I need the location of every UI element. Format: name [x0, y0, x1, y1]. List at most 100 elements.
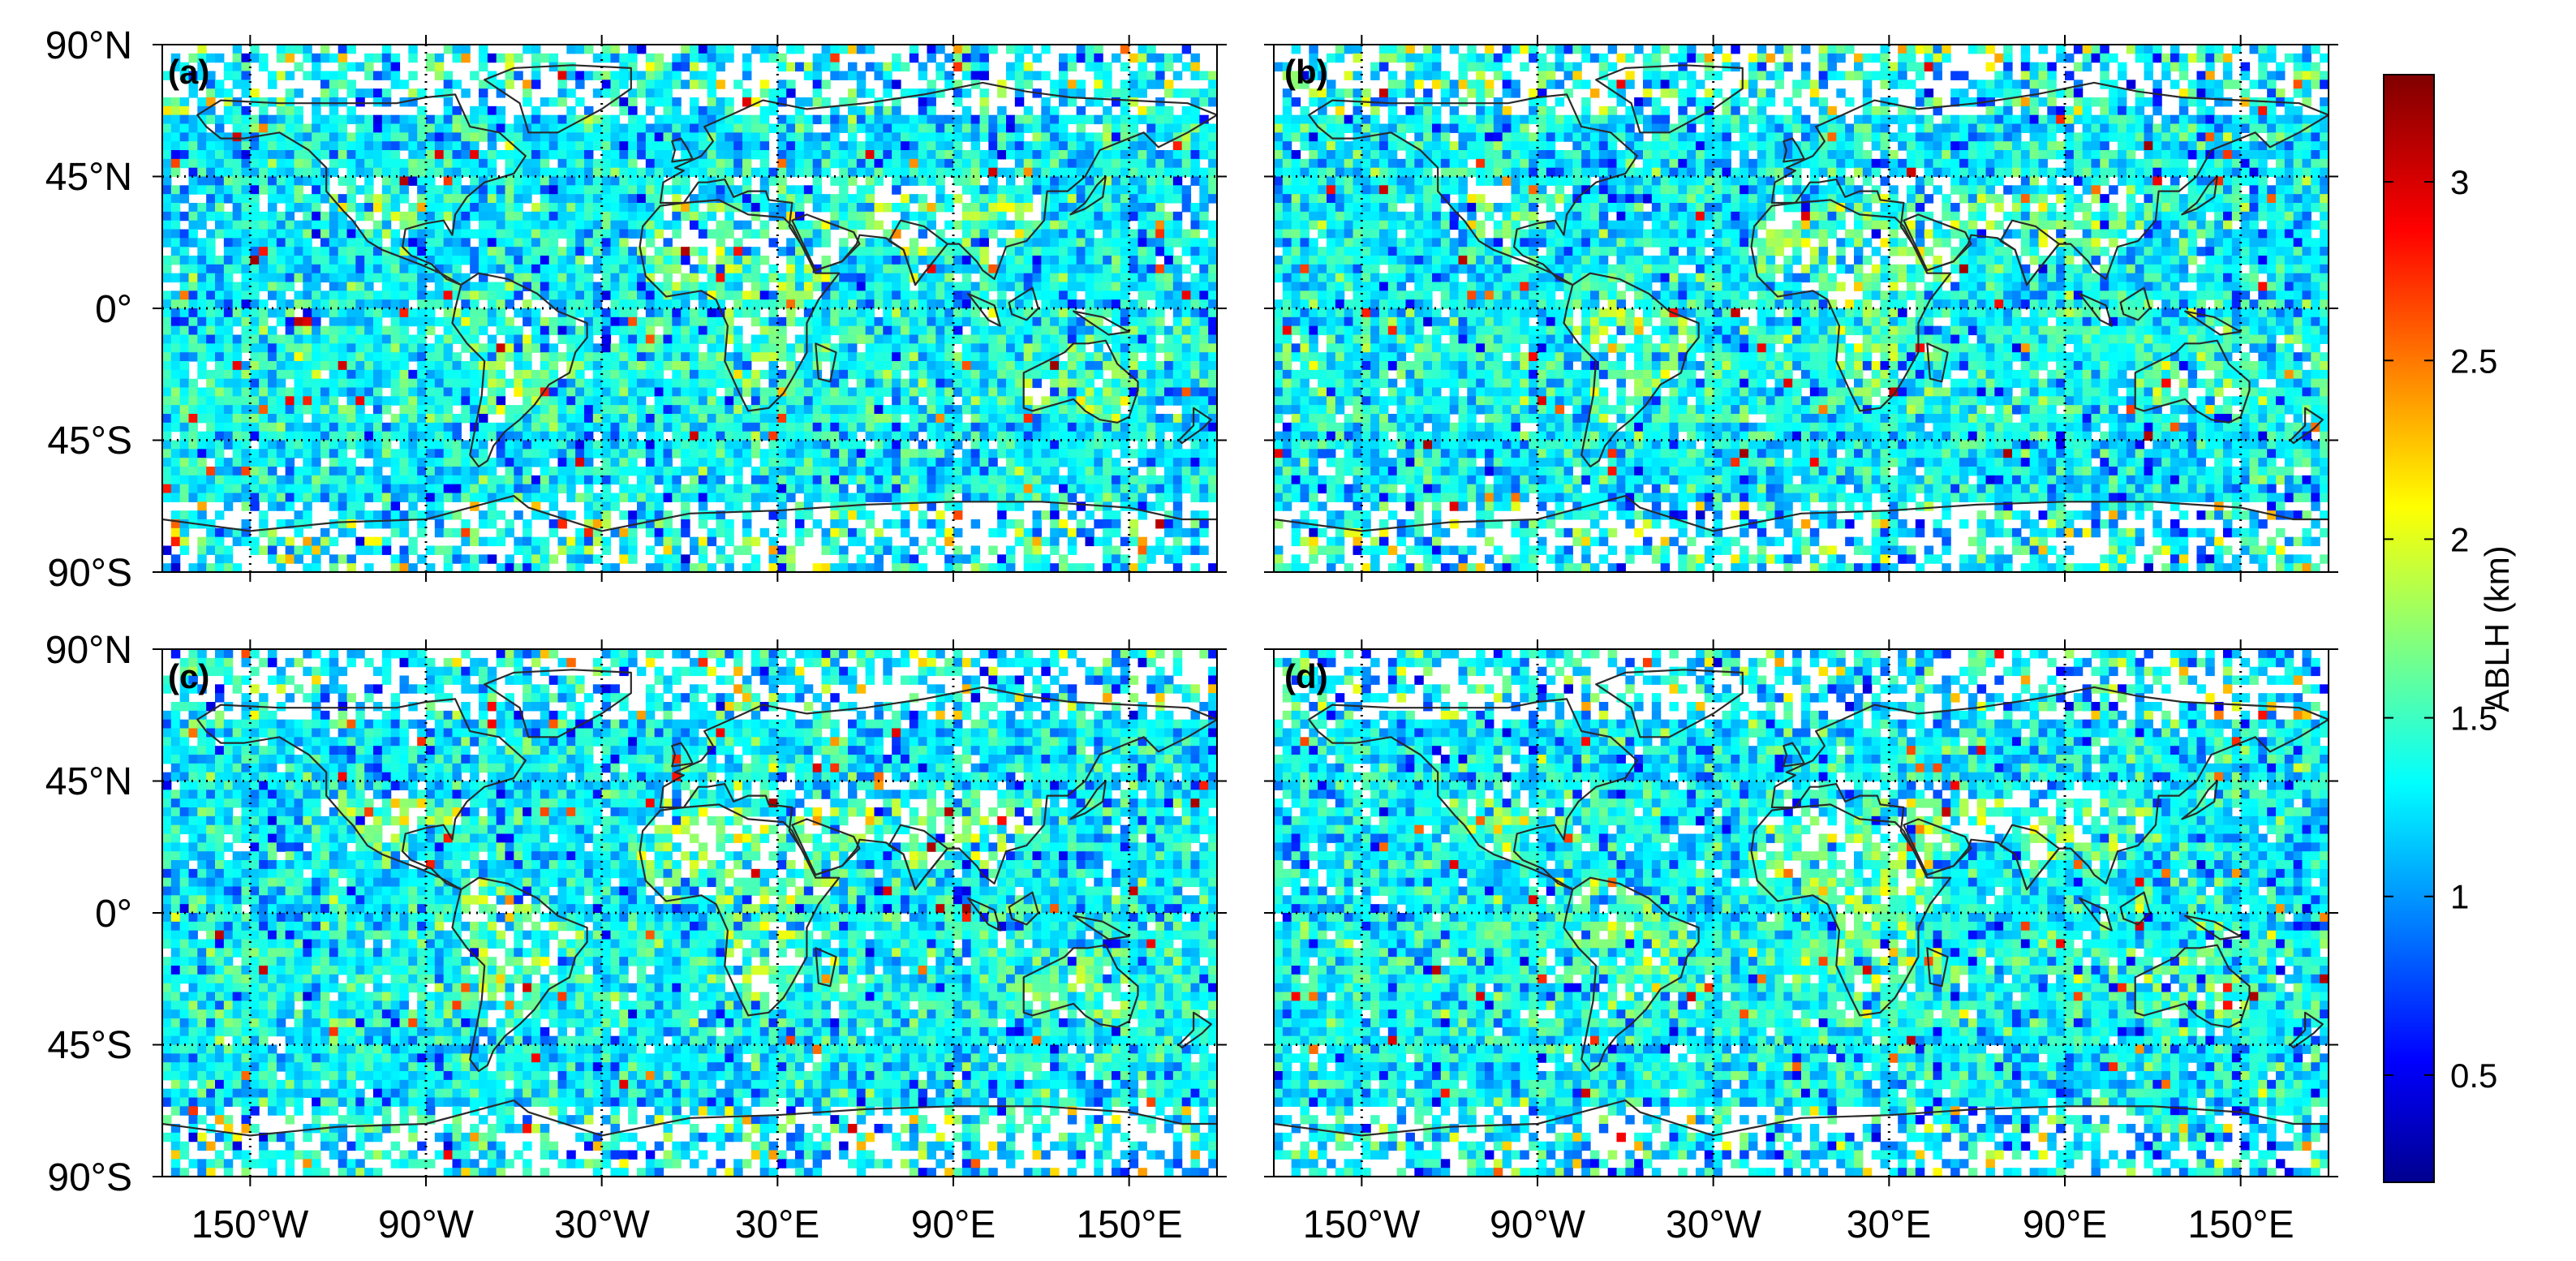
ablh-cell: [1023, 378, 1034, 389]
ablh-cell: [874, 361, 884, 371]
ablh-cell: [768, 105, 778, 116]
ablh-cell: [672, 264, 682, 274]
ablh-cell: [434, 387, 445, 397]
ablh-cell: [329, 378, 339, 389]
ablh-cell: [303, 220, 312, 230]
ablh-cell: [505, 132, 514, 142]
ablh-cell: [1190, 282, 1200, 291]
ablh-cell: [452, 467, 462, 476]
ablh-cell: [355, 211, 365, 222]
ablh-cell: [944, 114, 954, 125]
ablh-cell: [1164, 53, 1174, 63]
ablh-cell: [215, 273, 225, 283]
ablh-cell: [970, 229, 981, 239]
ablh-cell: [812, 467, 823, 476]
ablh-cell: [892, 431, 901, 441]
ablh-cell: [821, 238, 831, 247]
ablh-cell: [338, 387, 348, 397]
ablh-cell: [953, 414, 963, 424]
ablh-cell: [1103, 62, 1112, 72]
ablh-cell: [1006, 45, 1016, 54]
ablh-cell: [698, 220, 708, 230]
ablh-cell: [592, 194, 603, 204]
ablh-cell: [268, 80, 277, 89]
ablh-cell: [320, 264, 330, 274]
ablh-cell: [601, 422, 612, 433]
ablh-cell: [373, 467, 383, 476]
ablh-cell: [874, 396, 884, 406]
ablh-cell: [505, 141, 514, 151]
ablh-cell: [901, 264, 910, 274]
ablh-cell: [215, 467, 225, 476]
ablh-cell: [540, 405, 550, 415]
ablh-cell: [584, 343, 594, 353]
ablh-cell: [452, 440, 462, 450]
ablh-cell: [443, 105, 454, 116]
ablh-cell: [329, 343, 339, 353]
ablh-cell: [1155, 211, 1165, 222]
ablh-cell: [672, 316, 682, 327]
ablh-cell: [303, 316, 312, 327]
ablh-cell: [197, 185, 207, 195]
ablh-cell: [1172, 422, 1183, 433]
ablh-cell: [944, 396, 954, 406]
ablh-cell: [1041, 123, 1051, 133]
ablh-cell: [285, 220, 295, 230]
ablh-cell: [716, 97, 725, 107]
ablh-cell: [408, 414, 418, 424]
ablh-cell: [997, 150, 1007, 160]
ablh-cell: [733, 378, 743, 389]
ablh-cell: [610, 247, 620, 256]
ablh-cell: [294, 105, 303, 116]
ablh-cell: [320, 334, 330, 344]
ablh-cell: [1181, 449, 1192, 458]
ablh-cell: [197, 132, 207, 142]
ablh-cell: [1059, 97, 1069, 107]
ablh-cell: [250, 247, 260, 256]
ablh-cell: [1129, 361, 1139, 371]
ablh-cell: [452, 256, 462, 265]
ablh-cell: [883, 431, 892, 441]
ablh-cell: [909, 273, 919, 283]
ablh-cell: [1112, 247, 1121, 256]
ablh-cell: [628, 299, 638, 309]
ablh-cell: [901, 291, 910, 300]
ablh-cell: [637, 123, 647, 133]
ablh-cell: [892, 80, 901, 89]
ablh-cell: [681, 132, 690, 142]
ablh-cell: [575, 334, 585, 344]
ablh-cell: [443, 114, 454, 125]
ablh-cell: [170, 247, 181, 256]
ablh-cell: [1085, 97, 1094, 107]
ablh-cell: [725, 158, 734, 169]
ablh-cell: [197, 361, 207, 371]
ablh-cell: [935, 45, 945, 54]
ablh-cell: [381, 378, 392, 389]
ablh-cell: [470, 405, 480, 415]
ablh-cell: [883, 150, 892, 160]
ablh-cell: [232, 396, 243, 406]
ablh-cell: [812, 203, 823, 213]
ablh-cell: [979, 62, 989, 72]
ablh-cell: [1041, 405, 1051, 415]
ablh-cell: [988, 185, 998, 195]
ablh-cell: [953, 291, 963, 300]
ablh-cell: [197, 256, 207, 265]
ablh-cell: [1164, 247, 1174, 256]
ablh-cell: [259, 53, 269, 63]
ablh-cell: [312, 316, 321, 327]
ablh-cell: [935, 194, 945, 204]
ablh-cell: [505, 71, 514, 80]
ablh-cell: [285, 256, 295, 265]
ablh-cell: [1006, 256, 1016, 265]
ablh-cell: [1032, 123, 1042, 133]
ablh-cell: [303, 467, 312, 476]
ablh-cell: [223, 282, 234, 291]
ablh-cell: [1199, 203, 1209, 213]
ablh-cell: [988, 343, 998, 353]
ablh-cell: [1059, 378, 1069, 389]
ablh-cell: [1112, 378, 1121, 389]
ablh-cell: [628, 291, 638, 300]
ablh-cell: [953, 316, 963, 327]
ablh-cell: [812, 316, 823, 327]
